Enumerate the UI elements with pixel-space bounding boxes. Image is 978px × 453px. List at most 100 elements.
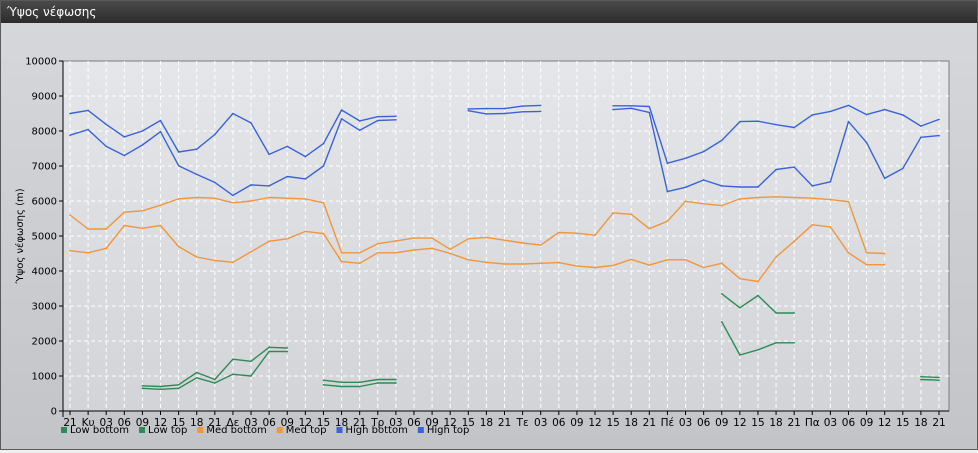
data-point	[757, 196, 759, 199]
data-point	[721, 185, 723, 187]
y-axis: 0 1000 2000 3000 4000 5000 6000 7000 8000 9000 100…	[25, 57, 64, 418]
legend: Low bottom Low top Med bottom Med top High b…	[61, 425, 469, 436]
data-point	[214, 378, 216, 381]
data-point	[503, 263, 506, 265]
data-point	[920, 378, 922, 381]
legend-item: Med bottom	[197, 425, 267, 436]
legend-label: Med top	[286, 425, 327, 436]
x-tick-label: 12	[154, 417, 167, 429]
data-point	[177, 387, 180, 390]
x-tick-label: Δε	[227, 417, 240, 429]
x-tick-label: 12	[588, 417, 601, 429]
x-tick-label: 15	[896, 417, 909, 429]
data-point	[539, 104, 542, 107]
data-point	[612, 105, 614, 107]
data-point	[250, 122, 252, 124]
series-med-bottom	[69, 224, 886, 283]
data-point	[159, 224, 162, 227]
data-point	[612, 108, 614, 111]
data-point	[358, 252, 361, 254]
data-point	[214, 181, 216, 184]
data-point	[721, 262, 723, 265]
x-tick-label: 21	[932, 417, 945, 429]
data-point	[630, 105, 632, 107]
y-tick-label: 8000	[32, 127, 57, 138]
data-point	[141, 144, 144, 146]
x-tick-label: 21	[63, 417, 76, 429]
data-point	[141, 387, 144, 390]
data-point	[576, 265, 578, 267]
legend-label: Low bottom	[70, 425, 129, 436]
data-point	[721, 321, 723, 323]
data-point	[214, 382, 216, 384]
series-low-top	[141, 293, 940, 388]
legend-swatch	[61, 427, 67, 433]
data-point	[503, 112, 506, 115]
data-point	[449, 252, 452, 255]
x-tick-label: 15	[606, 417, 619, 429]
data-point	[883, 177, 886, 180]
data-point	[521, 111, 524, 113]
y-tick-label: 1000	[32, 372, 57, 383]
data-point	[87, 228, 89, 230]
data-point	[431, 237, 433, 239]
data-point	[521, 263, 524, 265]
data-point	[793, 166, 795, 168]
data-point	[377, 242, 379, 245]
data-point	[195, 377, 198, 379]
x-tick-label: 03	[824, 417, 837, 429]
data-point	[87, 128, 89, 131]
data-point	[721, 204, 723, 207]
x-tick-label: 12	[299, 417, 312, 429]
data-point	[757, 280, 759, 283]
y-tick-label: 4000	[32, 267, 57, 278]
x-tick-label: 18	[625, 417, 638, 429]
data-point	[793, 240, 795, 243]
data-point	[485, 107, 488, 110]
data-point	[503, 239, 506, 241]
x-tick-label: 12	[444, 417, 457, 429]
data-point	[304, 178, 307, 180]
data-point	[286, 197, 289, 199]
data-point	[865, 141, 868, 144]
series-high-top	[69, 104, 940, 164]
data-point	[304, 155, 307, 158]
data-point	[902, 114, 904, 116]
data-point	[214, 259, 216, 262]
x-tick-label: 15	[462, 417, 475, 429]
x-tick-label: Πα	[805, 417, 820, 429]
data-point	[938, 118, 940, 121]
x-tick-label: 06	[697, 417, 711, 429]
x-tick-label: 21	[643, 417, 656, 429]
data-point	[395, 378, 397, 381]
data-point	[250, 200, 252, 202]
x-tick-label: 21	[498, 417, 511, 429]
data-point	[847, 252, 850, 254]
series-lines	[69, 104, 940, 391]
data-point	[829, 198, 832, 201]
data-point	[195, 256, 198, 258]
data-point	[612, 212, 614, 214]
x-tick-label: 12	[733, 417, 746, 429]
y-tick-label: 5000	[32, 232, 57, 243]
data-point	[195, 371, 198, 374]
data-point	[684, 259, 687, 261]
data-point	[395, 252, 397, 254]
grid-lines	[63, 61, 949, 411]
data-point	[666, 220, 669, 223]
x-tick-label: 03	[244, 417, 257, 429]
legend-swatch	[417, 427, 424, 433]
data-point	[920, 136, 922, 139]
data-point	[322, 379, 325, 382]
x-tick-label: 09	[425, 417, 438, 429]
data-point	[159, 119, 162, 122]
data-point	[304, 198, 307, 200]
data-point	[413, 249, 415, 251]
data-point	[739, 198, 741, 200]
data-point	[123, 154, 126, 157]
x-tick-label: 18	[480, 417, 493, 429]
legend-swatch	[276, 427, 283, 433]
data-point	[521, 105, 524, 107]
data-point	[250, 251, 252, 253]
